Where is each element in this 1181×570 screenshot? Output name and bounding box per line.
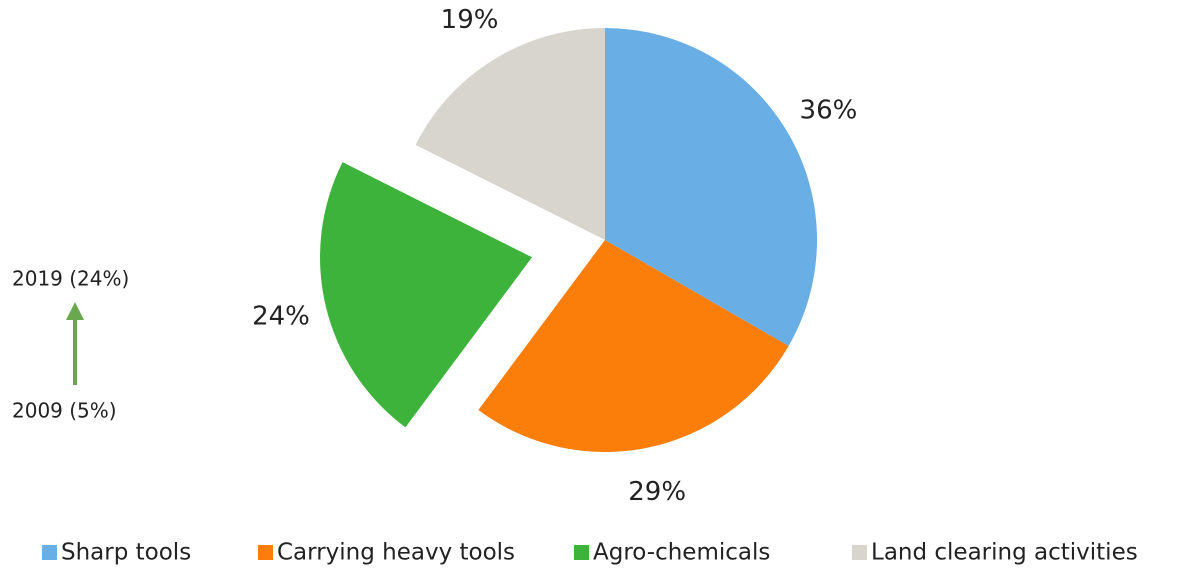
pie-slice	[320, 162, 533, 428]
legend-swatch	[852, 545, 867, 560]
data-label: 36%	[800, 96, 858, 126]
legend-swatch	[42, 545, 57, 560]
legend-swatch	[574, 545, 589, 560]
annotation: 2019 (24%)	[12, 267, 129, 291]
legend-label: Sharp tools	[61, 540, 191, 566]
annotation: 2009 (5%)	[12, 399, 117, 423]
pie-slice	[605, 28, 818, 346]
legend-label: Agro-chemicals	[593, 540, 770, 566]
legend-label: Land clearing activities	[871, 540, 1138, 566]
trend-arrow-head	[66, 302, 84, 320]
data-label: 19%	[441, 5, 499, 35]
pie-slice	[415, 27, 605, 240]
legend-label: Carrying heavy tools	[277, 540, 515, 566]
legend-swatch	[258, 545, 273, 560]
data-label: 29%	[628, 477, 686, 507]
pie-slice	[478, 240, 789, 453]
data-label: 24%	[252, 301, 310, 331]
